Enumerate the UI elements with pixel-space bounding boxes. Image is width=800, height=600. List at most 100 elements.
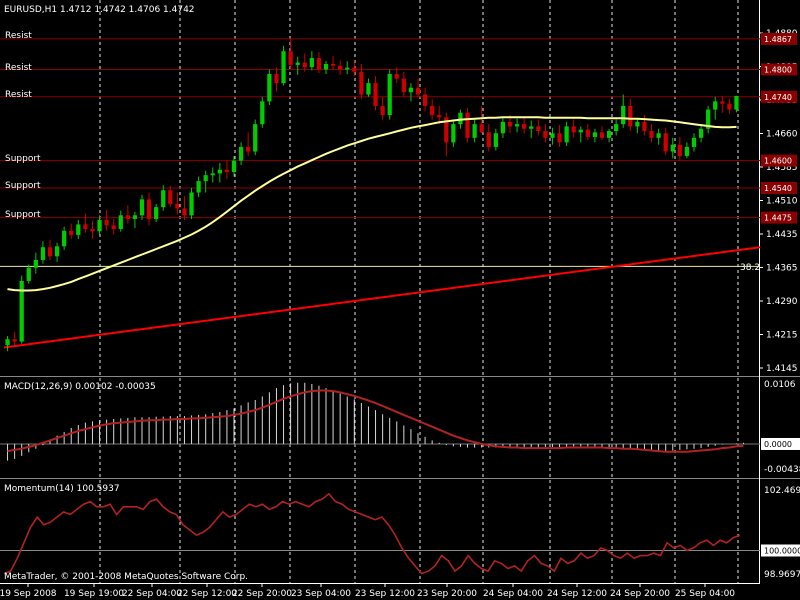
candle-body: [387, 74, 392, 116]
ma-line: [7, 116, 737, 292]
macd-panel: [0, 382, 760, 461]
level-price-boxes: 1.4867 1.4800 1.4740 1.4600 1.4540 1.4475 0.00…: [761, 32, 800, 557]
momentum-header: Momentum(14) 100.5937: [4, 484, 120, 494]
candle-body: [422, 94, 428, 106]
candle-body: [373, 83, 378, 106]
candle-body: [486, 132, 491, 147]
candle-body: [62, 230, 67, 247]
candle-body: [663, 133, 668, 152]
candle-body: [12, 339, 17, 342]
price-axis-label: 1.4585: [766, 163, 798, 173]
level-price-text: 1.4540: [764, 184, 792, 193]
candle-body: [677, 144, 682, 157]
level-price-box: [761, 211, 797, 224]
time-axis-label: 19 Sep 2008: [0, 589, 57, 599]
support-label-3: Support: [5, 210, 41, 220]
fib-label: 38.2: [740, 263, 760, 273]
candle-body: [161, 190, 166, 208]
candle-body: [649, 130, 654, 138]
candle-body: [19, 280, 24, 342]
candle-body: [706, 109, 711, 129]
price-axis-label: 1.4290: [766, 297, 798, 307]
candle-body: [26, 267, 31, 281]
candle-body: [720, 101, 725, 104]
candle-body: [507, 121, 513, 127]
candle-body: [359, 71, 364, 95]
candle-body: [380, 105, 385, 116]
candle-body: [415, 87, 421, 95]
candle-body: [47, 247, 53, 257]
candle-body: [139, 199, 145, 216]
candle-body: [614, 124, 619, 131]
candle-body: [246, 146, 251, 152]
chart-header: EURUSD,H1 1.4712 1.4742 1.4706 1.4742: [4, 5, 195, 15]
candle-body: [323, 63, 329, 70]
candle-body: [472, 124, 477, 138]
candle-body: [465, 112, 470, 138]
candle-body: [260, 101, 265, 125]
price-axis-labels: 1.48801.48051.47351.46601.45851.45101.44…: [759, 29, 800, 580]
candle-body: [231, 160, 237, 173]
price-axis-label: 1.4510: [766, 197, 798, 207]
candle-body: [684, 146, 690, 157]
momentum-panel: [0, 492, 760, 575]
candle-body: [529, 126, 534, 129]
time-axis-label: 23 Sep 04:00: [291, 589, 351, 599]
level-price-box: [761, 90, 797, 103]
candle-body: [437, 115, 442, 118]
candle-body: [734, 95, 739, 110]
macd-axis-label: 0.0106: [764, 380, 796, 390]
resist-label-3: Resist: [5, 90, 32, 100]
candle-body: [727, 103, 732, 110]
candle-body: [691, 137, 697, 147]
candle-body: [203, 175, 208, 182]
macd-axis-label: -0.00438: [764, 465, 800, 475]
level-price-text: 1.4800: [764, 65, 792, 74]
candle-body: [366, 83, 371, 95]
time-axis-label: 22 Sep 12:00: [177, 589, 237, 599]
candle-body: [104, 219, 109, 226]
candle-body: [210, 173, 215, 176]
price-axis-label: 1.4145: [766, 364, 798, 374]
candle-body: [132, 215, 138, 219]
candle-body: [309, 58, 314, 68]
candle-body: [302, 62, 307, 68]
time-axis-label: 24 Sep 20:00: [610, 589, 670, 599]
candle-body: [670, 144, 675, 152]
moving-average: [7, 116, 737, 292]
candle-body: [430, 105, 435, 116]
time-axis-label: 22 Sep 20:00: [232, 589, 292, 599]
candle-body: [571, 126, 576, 133]
macd-signal-line: [7, 389, 744, 453]
candle-body: [196, 181, 201, 193]
candle-body: [444, 117, 449, 143]
candle-body: [536, 126, 541, 131]
candle-body: [182, 208, 187, 216]
level-price-box: [761, 154, 797, 167]
candle-body: [154, 207, 159, 219]
candle-body: [578, 129, 583, 133]
candle-body: [274, 74, 279, 84]
level-price-text: 1.4867: [764, 35, 792, 44]
support-label-2: Support: [5, 181, 41, 191]
candle-body: [288, 51, 293, 65]
candle-body: [267, 74, 272, 102]
candle-body: [54, 246, 60, 257]
candle-body: [40, 247, 46, 260]
candle-body: [295, 62, 300, 65]
candle-body: [175, 203, 180, 209]
candle-body: [345, 67, 350, 70]
level-price-text: 1.4475: [764, 214, 792, 223]
trendline-segment: [3, 246, 761, 349]
macd-header: MACD(12,26,9) 0.00102 -0.00035: [4, 382, 156, 392]
candle-body: [316, 58, 322, 70]
candle-body: [698, 128, 704, 138]
candle-body: [479, 124, 484, 133]
candle-body: [635, 121, 640, 127]
level-price-text: 1.4740: [764, 93, 792, 102]
candle-body: [550, 133, 555, 138]
candle-body: [33, 259, 38, 268]
candlesticks: [5, 38, 739, 352]
